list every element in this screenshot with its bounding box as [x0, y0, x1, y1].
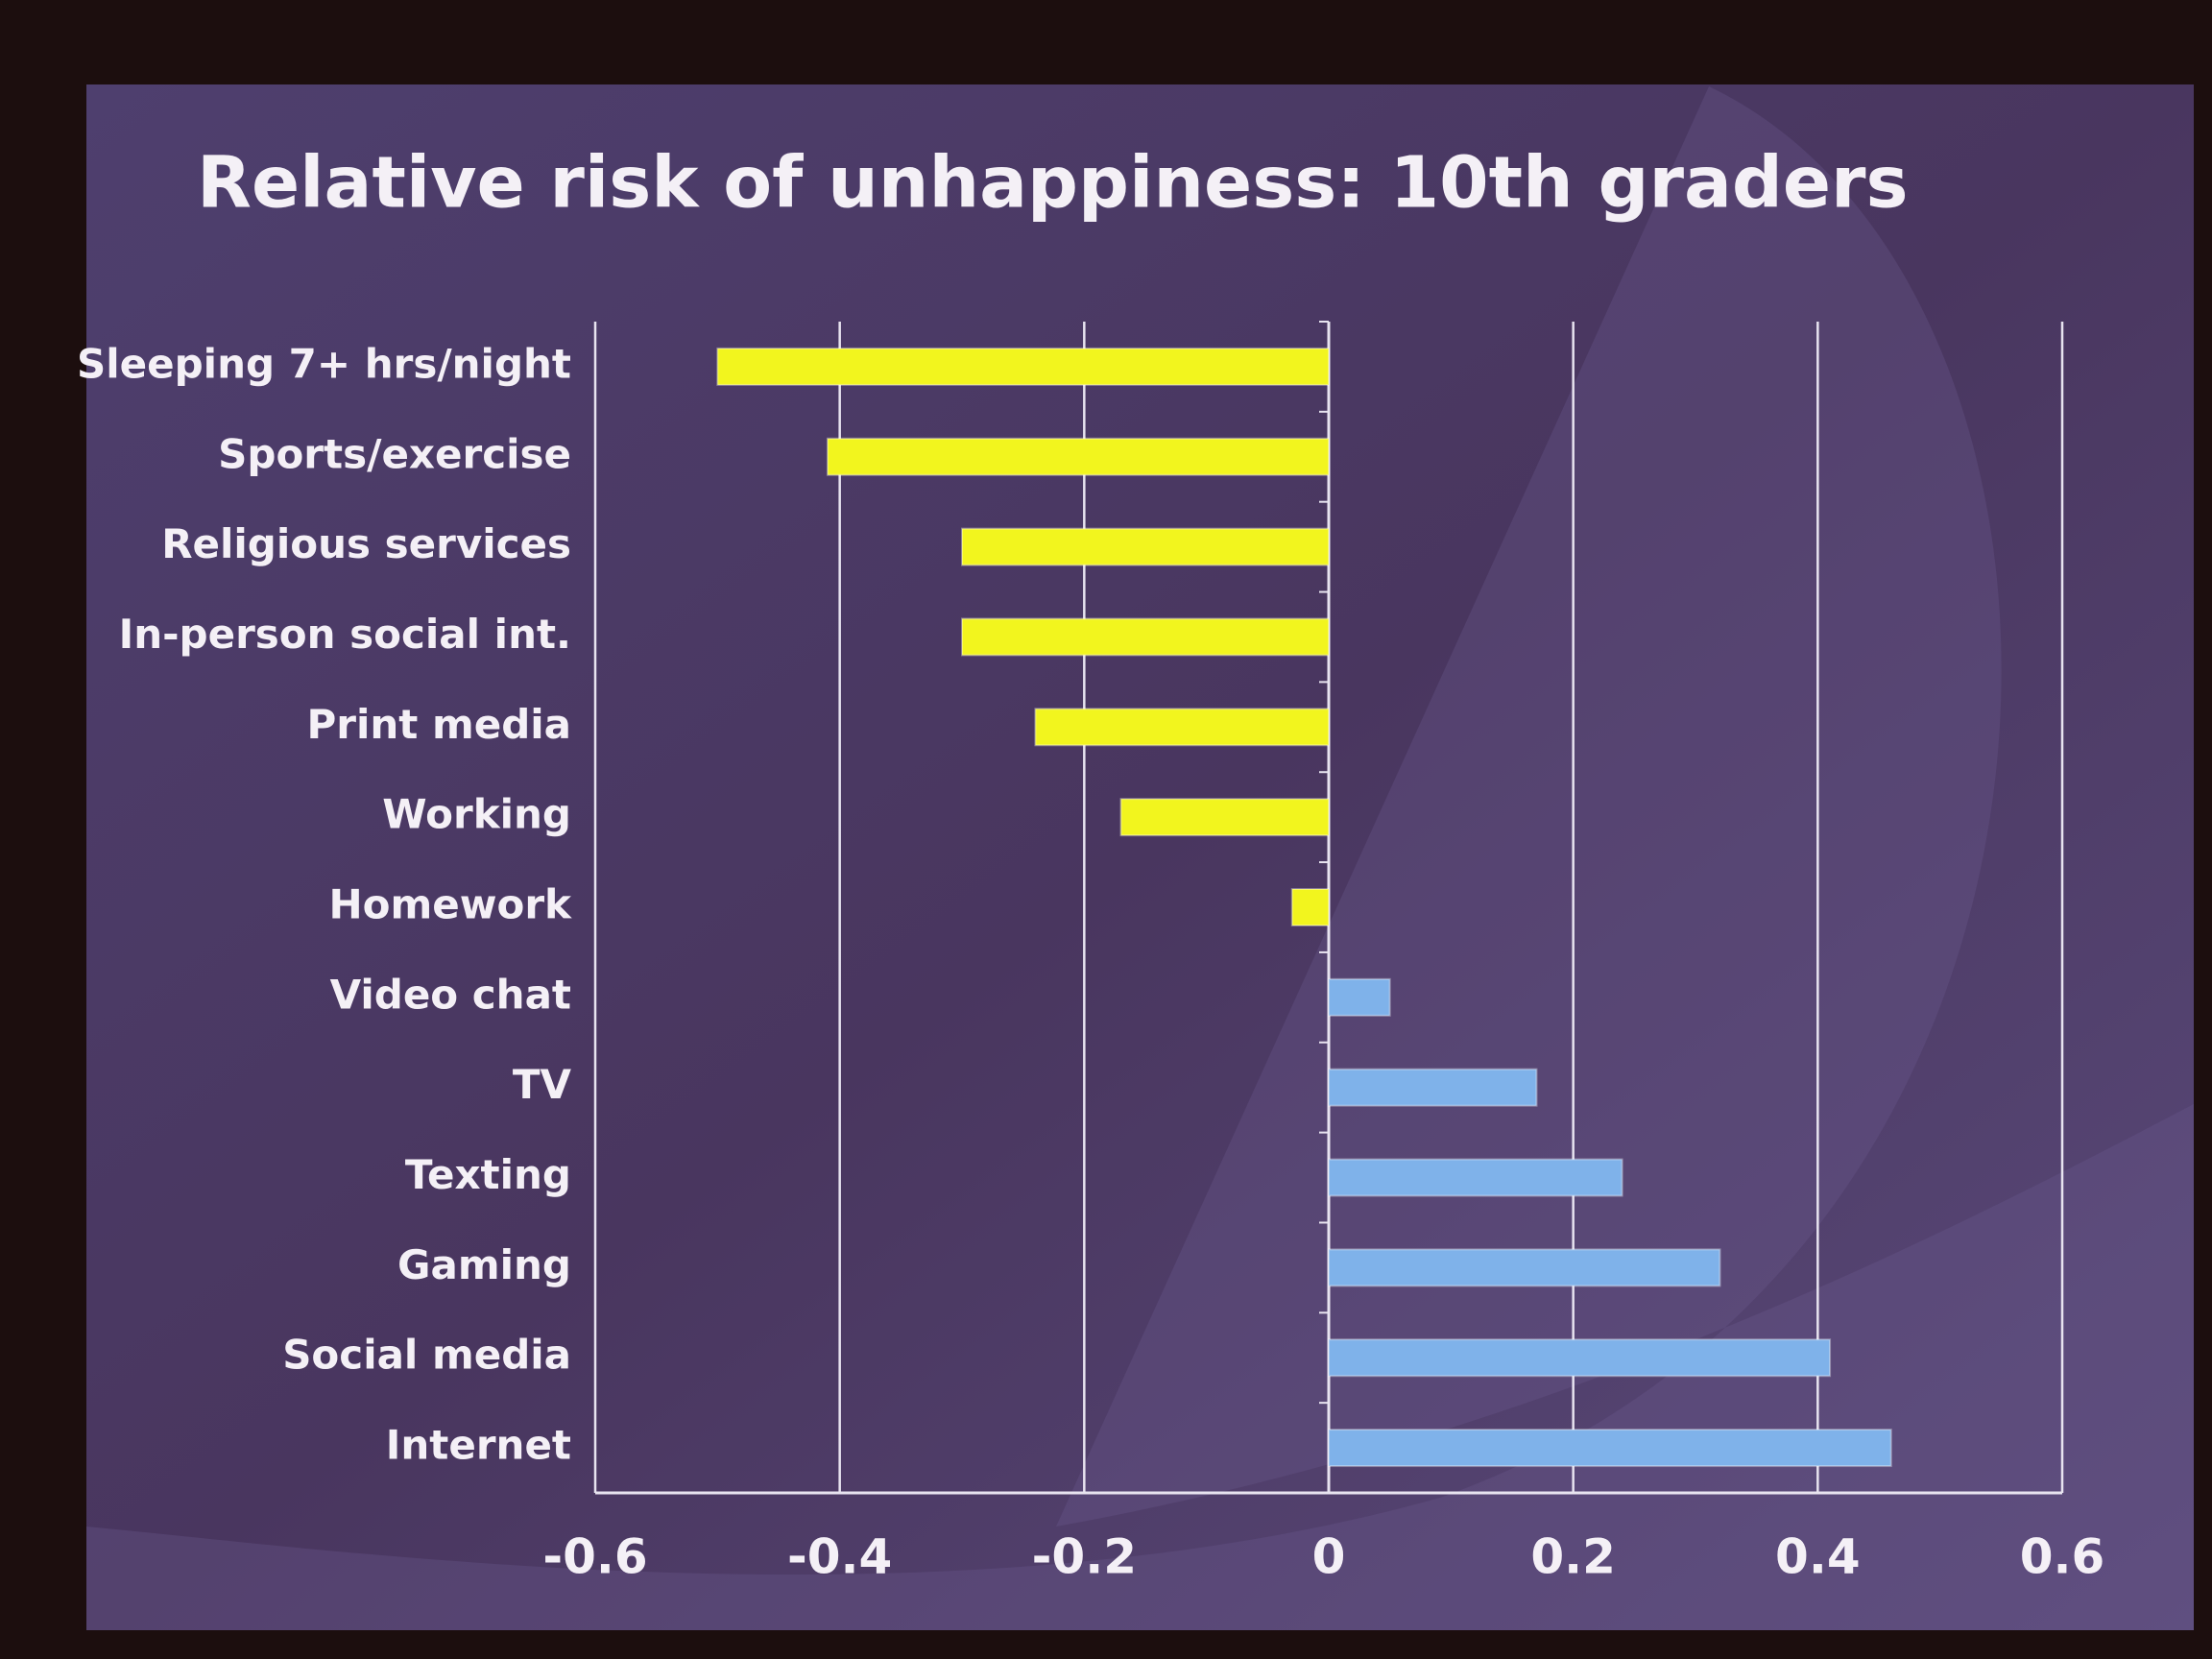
bar — [961, 617, 1330, 657]
y-tick-label: Texting — [405, 1151, 571, 1198]
y-tick-label: Working — [382, 791, 571, 838]
y-tick-label: Sleeping 7+ hrs/night — [77, 340, 571, 387]
bar — [716, 347, 1330, 386]
bar — [1119, 798, 1330, 837]
bar — [1328, 977, 1391, 1017]
y-tick-label: Sports/exercise — [218, 430, 571, 477]
y-tick-label: Video chat — [330, 971, 571, 1018]
bar — [1328, 1248, 1721, 1287]
bar — [1328, 1429, 1892, 1468]
y-tick-label: In-person social int. — [119, 611, 571, 658]
x-tick-label: 0.4 — [1775, 1529, 1861, 1585]
x-tick-label: 0.6 — [2020, 1529, 2105, 1585]
y-tick-label: Internet — [386, 1422, 571, 1469]
y-tick-label: Homework — [328, 881, 572, 928]
bar — [1290, 888, 1331, 926]
y-tick-label: TV — [513, 1061, 572, 1108]
y-tick-label: Religious services — [161, 520, 571, 567]
slide-decoration — [86, 86, 2194, 1630]
slide — [86, 84, 2194, 1630]
x-tick-label: 0 — [1312, 1529, 1346, 1585]
bar — [1328, 1338, 1832, 1378]
chart-title: Relative risk of unhappiness: 10th grade… — [197, 142, 1909, 225]
x-tick-label: -0.4 — [787, 1529, 892, 1585]
y-tick-label: Print media — [306, 701, 571, 748]
x-tick-label: -0.2 — [1032, 1529, 1137, 1585]
bar — [826, 437, 1330, 476]
x-tick-label: 0.2 — [1530, 1529, 1616, 1585]
x-tick-label: -0.6 — [542, 1529, 647, 1585]
bar — [1328, 1068, 1538, 1107]
y-tick-label: Social media — [282, 1332, 571, 1379]
y-tick-label: Gaming — [397, 1241, 571, 1288]
bar — [961, 527, 1330, 566]
bar — [1328, 1158, 1623, 1197]
bar — [1034, 708, 1331, 747]
